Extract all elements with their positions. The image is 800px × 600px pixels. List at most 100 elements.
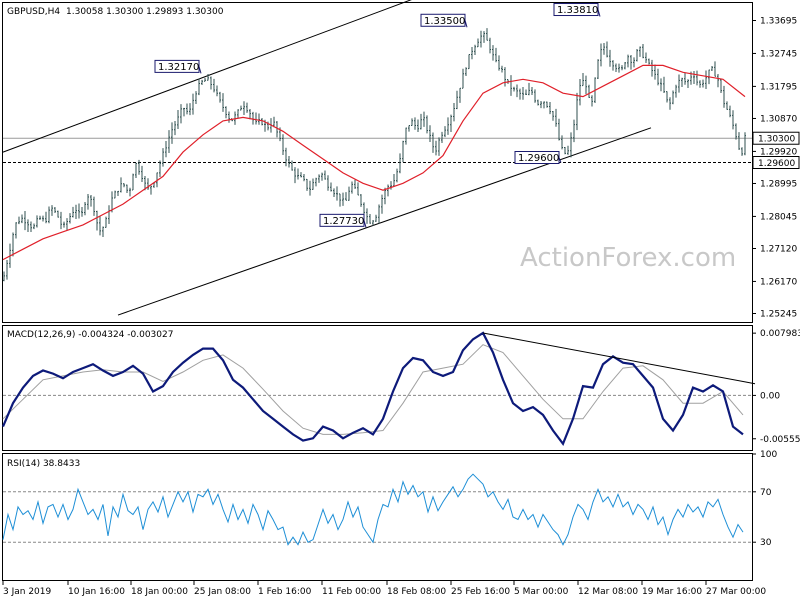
price-bar xyxy=(714,61,716,77)
price-bar xyxy=(27,219,29,232)
price-bar xyxy=(369,213,371,224)
price-bar xyxy=(738,132,740,150)
time-axis-label: 12 Mar 08:00 xyxy=(578,587,638,597)
price-bar xyxy=(15,222,17,239)
price-bar xyxy=(90,194,92,207)
price-bar xyxy=(612,60,614,71)
price-bar xyxy=(696,70,698,86)
rsi-plot xyxy=(2,473,752,546)
price-bar xyxy=(741,147,743,156)
price-bar xyxy=(525,89,527,95)
price-bar xyxy=(729,105,731,118)
price-level-label: 1.30300 xyxy=(758,135,795,145)
price-bar xyxy=(381,194,383,214)
price-bar xyxy=(78,203,80,219)
price-bar xyxy=(246,102,248,113)
price-bar xyxy=(720,79,722,94)
price-bar xyxy=(678,74,680,93)
time-axis-label: 5 Mar 00:00 xyxy=(514,587,569,597)
price-axis-label: 1.32745 xyxy=(760,49,797,59)
price-bar xyxy=(87,194,89,210)
price-bar xyxy=(72,206,74,218)
price-bar xyxy=(684,72,686,85)
price-bar xyxy=(189,103,191,116)
price-bar xyxy=(12,232,14,257)
price-bar xyxy=(528,82,530,96)
price-bar xyxy=(30,221,32,232)
price-bar xyxy=(54,207,56,214)
price-bar xyxy=(516,84,518,98)
price-bar xyxy=(630,54,632,70)
price-bar xyxy=(24,211,26,231)
price-bar xyxy=(438,137,440,156)
price-bar xyxy=(306,178,308,191)
time-axis-label: 18 Jan 00:00 xyxy=(131,587,188,597)
price-bar xyxy=(618,63,620,73)
price-bar xyxy=(165,140,167,158)
price-bar xyxy=(351,181,353,194)
price-bar xyxy=(192,93,194,115)
price-bar xyxy=(390,181,392,190)
time-axis-label: 25 Jan 08:00 xyxy=(194,587,251,597)
price-bar xyxy=(444,126,446,138)
price-bar xyxy=(453,102,455,122)
price-bar xyxy=(57,210,59,218)
price-bar xyxy=(228,111,230,123)
price-bar xyxy=(726,101,728,110)
price-bar xyxy=(255,112,257,125)
price-bar xyxy=(456,90,458,110)
price-bar xyxy=(576,92,578,131)
price-bar xyxy=(681,77,683,87)
price-bar xyxy=(249,109,251,120)
price-bar xyxy=(432,132,434,153)
price-bar xyxy=(414,117,416,130)
price-callout-pointer xyxy=(597,9,601,17)
price-bar xyxy=(465,67,467,77)
price-bar xyxy=(468,54,470,70)
price-callout-label: 1.32170 xyxy=(158,62,199,73)
price-bar xyxy=(330,182,332,192)
price-bar xyxy=(150,185,152,195)
price-bar xyxy=(213,78,215,93)
price-bar xyxy=(216,85,218,97)
price-bar xyxy=(555,108,557,127)
moving-average-line xyxy=(2,64,746,261)
price-callout-label: 1.33500 xyxy=(424,16,465,27)
price-bar xyxy=(303,174,305,182)
price-bar xyxy=(699,80,701,88)
price-axis-label: 1.29920 xyxy=(760,147,797,157)
price-bar xyxy=(375,214,377,222)
time-axis-label: 27 Mar 00:00 xyxy=(706,587,766,597)
price-bar xyxy=(489,37,491,54)
price-bar xyxy=(405,127,407,145)
price-bar xyxy=(3,271,5,282)
price-bar xyxy=(360,194,362,207)
price-bar xyxy=(417,119,419,133)
price-bar xyxy=(252,111,254,125)
price-bar xyxy=(687,79,689,88)
price-bar xyxy=(201,79,203,86)
price-bar xyxy=(357,182,359,196)
price-bar xyxy=(717,73,719,88)
price-bar xyxy=(210,76,212,90)
ohlc-readout: 1.30058 1.30300 1.29893 1.30300 xyxy=(66,7,224,17)
price-bar xyxy=(429,125,431,143)
price-bar xyxy=(141,165,143,182)
price-bar xyxy=(354,179,356,189)
price-bar xyxy=(408,125,410,132)
price-bar xyxy=(126,184,128,194)
macd-panel-frame xyxy=(2,325,753,451)
price-bar xyxy=(447,117,449,135)
price-bar xyxy=(582,72,584,87)
price-level-label: 1.29600 xyxy=(758,159,795,169)
price-bar xyxy=(297,168,299,180)
price-level-box xyxy=(752,131,800,145)
price-bar xyxy=(705,70,707,90)
price-bar xyxy=(204,77,206,82)
price-bar xyxy=(333,188,335,197)
price-bar xyxy=(21,214,23,224)
macd-axis-label: -0.005559 xyxy=(760,435,800,445)
price-bar xyxy=(396,168,398,183)
price-bar xyxy=(162,148,164,167)
macd-axis-label: 0.007983 xyxy=(760,329,800,339)
